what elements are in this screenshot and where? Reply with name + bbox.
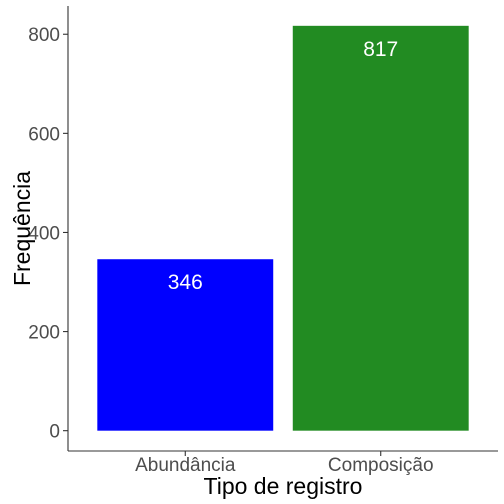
x-tick-label: Composição: [328, 455, 434, 476]
data-label-1: 346: [168, 271, 203, 294]
y-tick-label: 800: [28, 25, 60, 46]
x-ticks: Abundância Composição: [135, 451, 434, 476]
bar-1: [97, 259, 274, 431]
y-ticks: 0 200 400 600 800: [28, 25, 68, 443]
data-label-2: 817: [363, 38, 398, 61]
bar-2: [292, 25, 469, 431]
y-axis-title: Frequência: [9, 171, 35, 286]
axes-layer: [67, 6, 498, 452]
bars-layer: [97, 25, 469, 431]
y-tick-label: 0: [49, 422, 60, 443]
data-labels-layer: 346 817: [168, 38, 399, 294]
y-tick-label: 200: [28, 323, 60, 344]
x-axis-title: Tipo de registro: [204, 473, 363, 499]
y-tick-label: 600: [28, 124, 60, 145]
y-tick-label: 400: [28, 223, 60, 244]
x-tick-label: Abundância: [135, 455, 236, 476]
